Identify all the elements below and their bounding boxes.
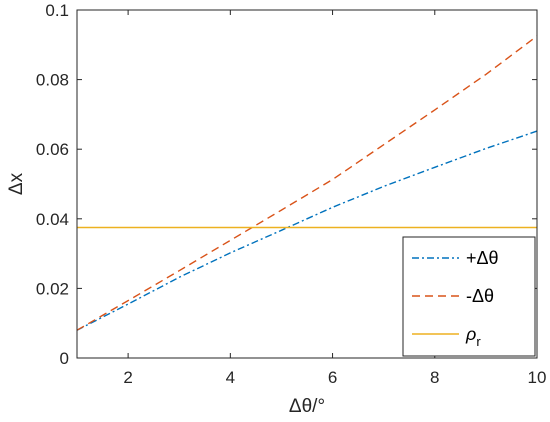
legend: +Δθ -Δθ ρr (402, 236, 536, 357)
x-axis-label: Δθ/° (289, 396, 325, 417)
y-tick-label: 0 (60, 349, 69, 368)
x-tick-label: 4 (226, 368, 235, 387)
x-tick-label: 8 (430, 368, 439, 387)
legend-label-2: ρr (465, 324, 481, 349)
y-tick-label: 0.08 (36, 71, 69, 90)
series-layer (76, 35, 538, 331)
y-tick-label: 0.02 (36, 279, 69, 298)
x-tick-label: 2 (123, 368, 132, 387)
x-tick-label: 10 (528, 368, 547, 387)
y-tick-label: 0.04 (36, 210, 69, 229)
plot-frame (76, 9, 538, 359)
series-line-1 (76, 35, 538, 331)
x-tick-label: 6 (328, 368, 337, 387)
series-line-0 (76, 130, 538, 331)
y-tick-label: 0.06 (36, 140, 69, 159)
ticks-layer: 2 4 6 8 10 0 0.02 0.04 0.06 0.08 0.1 (36, 1, 547, 387)
y-tick-label: 0.1 (45, 1, 69, 20)
y-axis-label: Δx (6, 172, 27, 195)
legend-label-1: -Δθ (466, 286, 494, 306)
legend-label-0: +Δθ (466, 248, 499, 268)
